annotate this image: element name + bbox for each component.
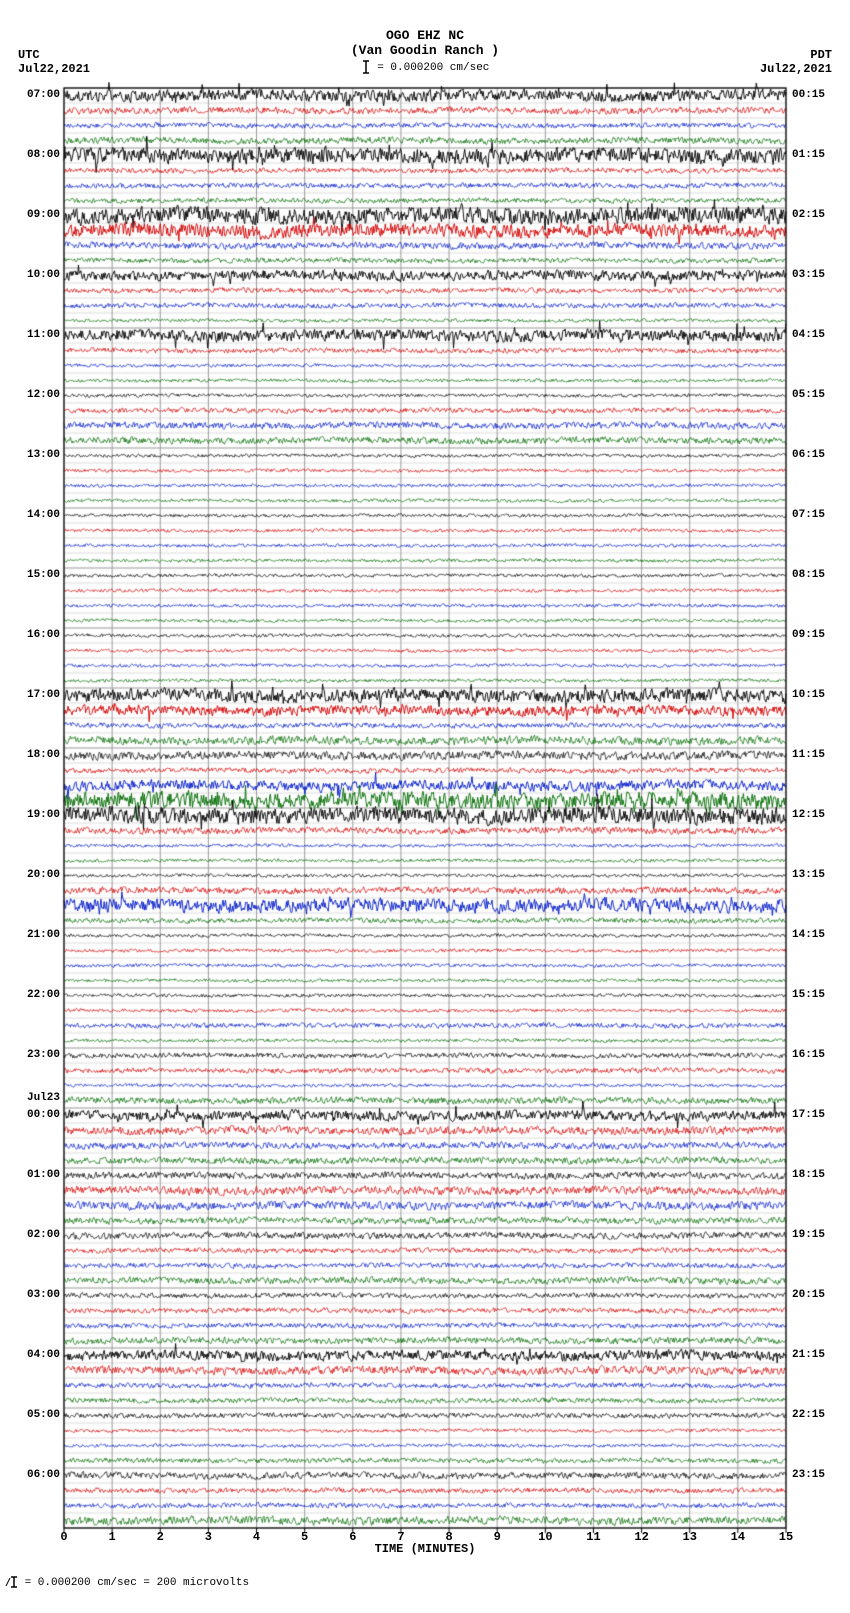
date-right-label: Jul22,2021	[760, 62, 832, 76]
x-axis-label: TIME (MINUTES)	[0, 1542, 850, 1556]
station-location: (Van Goodin Ranch )	[0, 43, 850, 58]
scale-text: = 0.000200 cm/sec	[377, 62, 489, 74]
seismogram-canvas	[14, 82, 836, 1540]
footer-scale: = 0.000200 cm/sec = 200 microvolts	[0, 1556, 850, 1593]
footer-text: = 0.000200 cm/sec = 200 microvolts	[25, 1577, 249, 1589]
station-header: OGO EHZ NC (Van Goodin Ranch )	[0, 0, 850, 58]
tz-left-label: UTC	[18, 48, 40, 62]
station-code: OGO EHZ NC	[0, 28, 850, 43]
date-left-label: Jul22,2021	[18, 62, 90, 76]
scale-indicator: = 0.000200 cm/sec	[0, 60, 850, 74]
tz-right-label: PDT	[810, 48, 832, 62]
